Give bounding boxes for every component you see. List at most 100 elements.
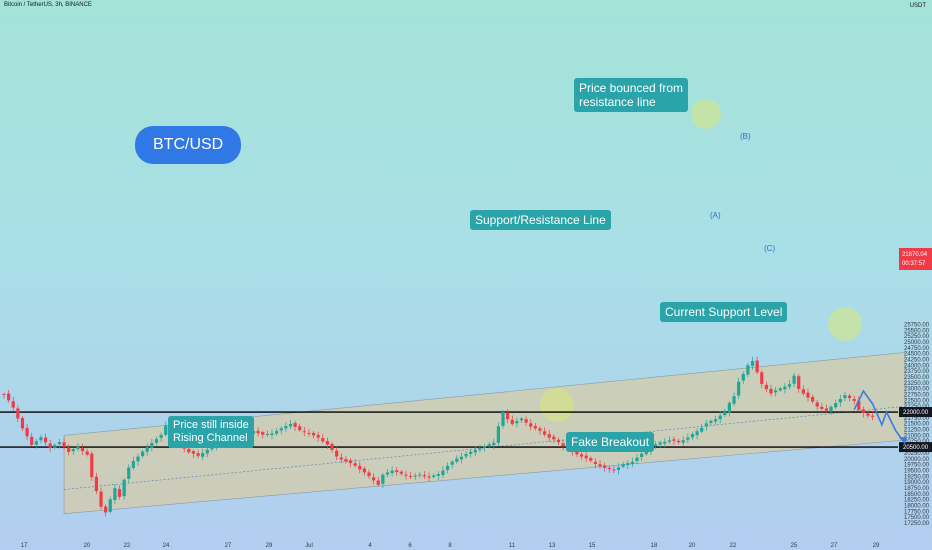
price-tick-label: 20000.00 bbox=[904, 457, 930, 463]
candle-body bbox=[589, 458, 593, 461]
candle-body bbox=[667, 440, 671, 442]
candle-body bbox=[432, 475, 436, 478]
candle-body bbox=[612, 469, 616, 471]
candle-body bbox=[261, 432, 265, 435]
candle-body bbox=[732, 396, 736, 404]
candle-body bbox=[820, 406, 824, 409]
candle-body bbox=[302, 431, 306, 433]
candle-body bbox=[561, 443, 565, 447]
candle-body bbox=[487, 444, 491, 447]
candle-body bbox=[741, 374, 745, 381]
time-tick-label: 27 bbox=[831, 543, 838, 549]
candle-body bbox=[852, 398, 856, 401]
candle-body bbox=[325, 441, 330, 445]
candle-body bbox=[616, 467, 621, 471]
projection-arrowhead bbox=[899, 436, 907, 444]
price-tick-label: 18500.00 bbox=[904, 492, 930, 498]
candle-body bbox=[524, 419, 528, 423]
candle-body bbox=[57, 442, 62, 445]
candle-body bbox=[496, 426, 500, 443]
time-tick-label: 17 bbox=[21, 543, 28, 549]
candle-body bbox=[640, 453, 644, 457]
candle-body bbox=[441, 470, 445, 475]
candle-body bbox=[515, 421, 519, 424]
candle-body bbox=[478, 448, 482, 450]
candle-body bbox=[838, 399, 842, 403]
candle-body bbox=[25, 427, 29, 437]
time-tick-label: Jul bbox=[305, 543, 313, 549]
candle-body bbox=[492, 442, 496, 446]
candle-body bbox=[644, 450, 648, 455]
candle-body bbox=[196, 453, 200, 456]
time-tick-label: 29 bbox=[873, 543, 880, 549]
price-tick-label: 23250.00 bbox=[904, 381, 930, 387]
candle-body bbox=[690, 433, 695, 438]
candle-body bbox=[321, 438, 325, 442]
candle-body bbox=[34, 441, 38, 445]
candle-body bbox=[150, 443, 154, 449]
candle-body bbox=[80, 447, 85, 452]
time-tick-label: 8 bbox=[448, 543, 452, 549]
candle-body bbox=[191, 451, 196, 454]
candle-body bbox=[330, 443, 334, 451]
candle-body bbox=[861, 409, 866, 414]
time-tick-label: 22 bbox=[730, 543, 737, 549]
candle-body bbox=[39, 437, 43, 441]
candle-body bbox=[43, 437, 48, 443]
candle-body bbox=[455, 458, 459, 462]
price-tick-label: 25500.00 bbox=[904, 328, 930, 334]
fake-breakout-callout: Fake Breakout bbox=[566, 432, 655, 452]
price-tick-label: 23000.00 bbox=[904, 387, 930, 393]
price-tick-label: 17250.00 bbox=[904, 521, 930, 527]
candle-body bbox=[506, 412, 510, 420]
btc-usd-callout: BTC/USD bbox=[135, 126, 242, 164]
wave-label: (C) bbox=[764, 244, 775, 253]
level-price-badge bbox=[899, 407, 932, 418]
candle-body bbox=[201, 453, 205, 457]
candle-body bbox=[113, 488, 117, 501]
candle-body bbox=[704, 423, 708, 427]
price-tick-label: 25000.00 bbox=[904, 340, 930, 346]
candle-body bbox=[774, 390, 778, 393]
candle-body bbox=[409, 476, 413, 478]
price-tick-label: 25250.00 bbox=[904, 334, 930, 340]
candle-body bbox=[686, 437, 690, 440]
candle-body bbox=[62, 442, 66, 447]
candle-body bbox=[48, 443, 52, 448]
candle-body bbox=[459, 456, 464, 460]
candle-body bbox=[344, 459, 348, 462]
time-tick-label: 20 bbox=[84, 543, 91, 549]
price-tick-label: 24500.00 bbox=[904, 352, 930, 358]
candle-body bbox=[20, 417, 25, 429]
candle-body bbox=[473, 449, 477, 453]
candle-body bbox=[145, 447, 149, 452]
candle-body bbox=[575, 451, 579, 455]
support-callout: Current Support Level bbox=[660, 302, 788, 322]
candle-body bbox=[663, 441, 667, 444]
candle-body bbox=[630, 461, 634, 464]
candle-body bbox=[718, 415, 722, 420]
candle-body bbox=[422, 475, 427, 477]
candle-body bbox=[593, 461, 598, 464]
candle-body bbox=[376, 480, 380, 485]
candle-body bbox=[815, 402, 819, 407]
candle-body bbox=[298, 426, 302, 431]
price-tick-label: 18000.00 bbox=[904, 503, 930, 509]
candle-body bbox=[672, 439, 676, 441]
candle-body bbox=[71, 449, 75, 452]
channel-callout: Price still inside Rising Channel bbox=[168, 416, 254, 448]
candle-body bbox=[584, 455, 588, 459]
candle-body bbox=[104, 506, 108, 513]
last-price-badge bbox=[899, 248, 932, 270]
candle-body bbox=[469, 451, 473, 454]
candle-body bbox=[108, 499, 112, 512]
candle-body bbox=[362, 468, 366, 473]
candle-body bbox=[205, 449, 209, 454]
candle-body bbox=[501, 411, 505, 426]
candle-body bbox=[829, 406, 833, 411]
candle-body bbox=[117, 489, 122, 497]
candle-body bbox=[543, 431, 547, 435]
price-tick-label: 24750.00 bbox=[904, 346, 930, 352]
